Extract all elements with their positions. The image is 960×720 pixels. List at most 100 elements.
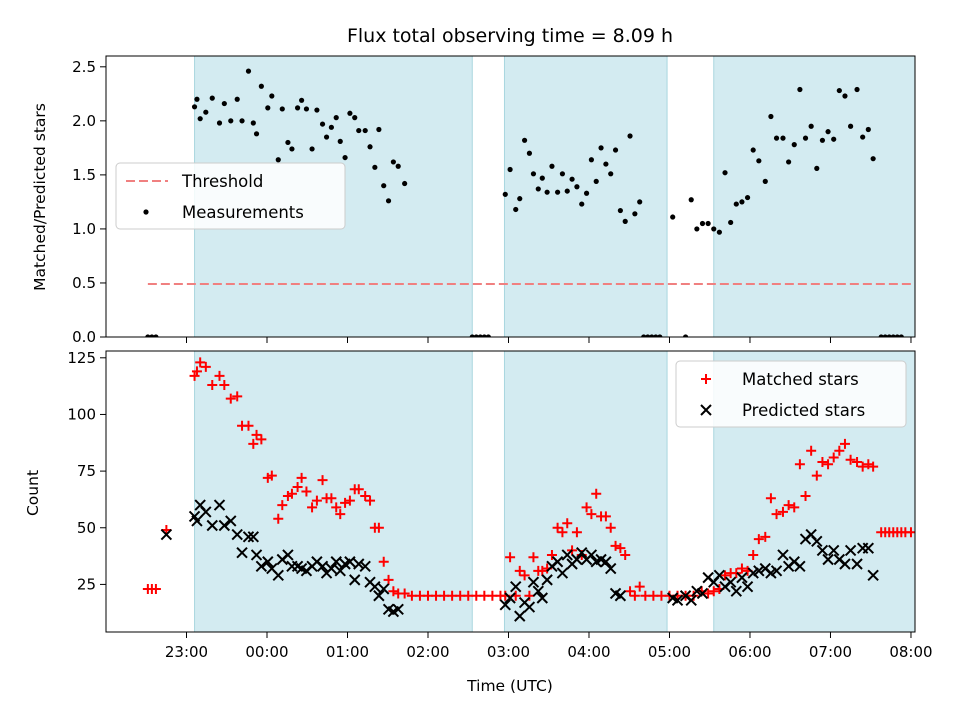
measurement-point [653,334,659,337]
predicted-star-point [523,601,536,613]
bottom-observing-window-2 [504,351,668,632]
measurement-point [323,134,330,140]
predicted-star-point [225,515,237,527]
measurement-point [632,211,638,217]
measurement-point [780,135,786,141]
predicted-star-point [160,528,173,541]
predicted-star-point [247,531,260,543]
measurement-point [234,96,240,102]
matched-star-point [360,491,371,502]
measurement-point [265,105,271,111]
predicted-star-point [713,569,726,582]
predicted-star-point [724,576,737,588]
bottom-y-tick-label: 125 [67,349,96,367]
predicted-star-point [499,599,511,611]
legend-marker [143,209,149,215]
matched-star-point [905,527,915,538]
measurement-point [526,150,533,156]
measurement-point [878,334,884,337]
predicted-star-point [822,553,834,566]
series-predicted-stars [160,499,879,622]
measurement-point [203,109,209,115]
predicted-star-point [353,558,365,570]
matched-star-point [586,509,597,520]
measurement-point [209,95,215,101]
matched-star-point [811,470,822,481]
matched-star-point [777,506,788,517]
predicted-star-point [839,558,851,570]
matched-star-point [823,459,834,470]
matched-star-point [625,586,636,597]
predicted-star-point [334,565,346,577]
top-y-tick-label: 1.5 [72,166,96,184]
measurement-point [716,229,722,235]
measurement-point [583,190,590,196]
matched-star-point [378,556,389,567]
measurement-point [711,226,717,232]
measurement-point [279,106,285,112]
top-y-tick-label: 2.0 [72,112,96,130]
measurement-point [395,163,401,169]
measurement-point [612,147,619,153]
predicted-star-point [536,592,549,604]
measurement-point [773,135,780,141]
top-y-tick-label: 2.5 [72,58,96,76]
measurement-point [245,68,252,74]
matched-star-point [552,522,563,533]
predicted-star-point [794,560,806,572]
measurement-point [549,163,555,169]
measurement-point [705,220,711,227]
predicted-star-point [349,574,361,586]
predicted-star-point [730,585,743,597]
measurement-point [593,178,599,184]
matched-star-point [629,590,640,601]
matched-star-point [514,565,525,576]
predicted-star-point [777,549,789,561]
matched-star-point [243,420,254,431]
predicted-star-point [378,583,390,595]
x-tick-label: 06:00 [728,643,771,661]
measurement-point [194,96,200,102]
measurement-point [854,86,860,93]
matched-star-point [720,570,731,581]
matched-star-point [340,497,351,508]
measurement-point [825,129,831,135]
chart-title: Flux total observing time = 8.09 h [347,25,673,47]
predicted-star-point [504,592,516,604]
measurement-point [477,334,483,337]
measurement-point [894,334,900,337]
measurement-point [258,83,264,89]
predicted-star-point [527,576,540,588]
predicted-star-point [844,544,857,557]
measurement-point [145,334,151,337]
matched-star-point [789,502,800,513]
x-tick-label: 05:00 [648,643,691,661]
measurement-point [860,134,866,140]
measurement-point [299,97,305,103]
legend-entry: Threshold [126,172,263,191]
predicted-star-point [614,590,627,602]
predicted-star-point [236,546,248,559]
predicted-star-point [213,499,226,511]
measurement-point [517,196,523,202]
measurement-point [842,93,848,99]
predicted-star-point [600,556,612,568]
matched-star-point [335,509,346,520]
predicted-star-point [605,562,617,575]
measurement-point [469,334,475,337]
x-tick-label: 00:00 [245,643,288,661]
predicted-star-point [851,558,863,570]
top-panel: 0.0 0.5 1.0 1.5 2.0 2.5 [72,55,916,346]
measurement-point [250,120,256,126]
matched-star-point [546,549,557,560]
matched-star-point [331,502,342,513]
measurement-point [722,170,728,176]
predicted-star-point [316,560,329,572]
legend-entry: Matched stars [701,370,859,389]
legend-label: Threshold [181,172,263,191]
matched-star-point [200,361,211,372]
matched-star-point [365,495,376,506]
measurement-point [762,178,768,184]
measurement-point [285,139,291,146]
